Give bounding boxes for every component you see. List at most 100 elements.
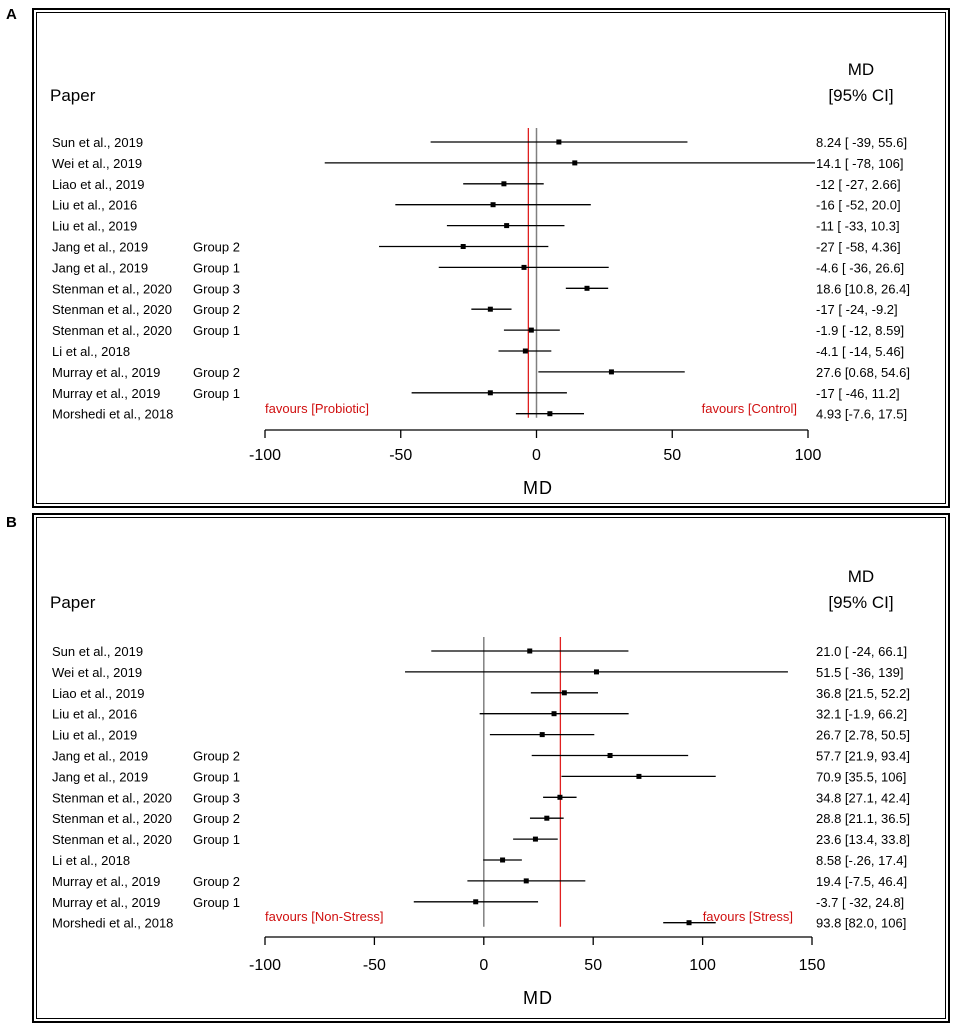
study-paper-label: Sun et al., 2019 xyxy=(52,135,143,150)
panel-b-frame xyxy=(32,513,950,1023)
effect-size-ci-label: 34.8 [27.1, 42.4] xyxy=(816,790,910,805)
point-estimate-marker xyxy=(532,836,538,842)
favours-left-label: favours [Non-Stress] xyxy=(265,909,384,924)
point-estimate-marker xyxy=(557,794,563,800)
x-tick-label: 150 xyxy=(799,957,826,974)
x-tick-label: -100 xyxy=(249,957,281,974)
study-paper-label: Stenman et al., 2020 xyxy=(52,302,172,317)
study-paper-label: Stenman et al., 2020 xyxy=(52,832,172,847)
point-estimate-marker xyxy=(487,306,493,312)
effect-size-ci-label: 93.8 [82.0, 106] xyxy=(816,916,906,931)
point-estimate-marker xyxy=(539,732,545,738)
point-estimate-marker xyxy=(593,669,599,675)
point-estimate-marker xyxy=(561,690,567,696)
study-paper-label: Stenman et al., 2020 xyxy=(52,811,172,826)
point-estimate-marker xyxy=(584,285,590,291)
effect-size-ci-label: -1.9 [ -12, 8.59] xyxy=(816,323,904,338)
effect-size-ci-label: -4.1 [ -14, 5.46] xyxy=(816,344,904,359)
panel-a-frame xyxy=(32,8,950,508)
point-estimate-marker xyxy=(490,202,496,208)
effect-size-ci-label: 51.5 [ -36, 139] xyxy=(816,665,903,680)
point-estimate-marker xyxy=(487,390,493,396)
study-paper-label: Jang et al., 2019 xyxy=(52,260,148,275)
study-paper-label: Murray et al., 2019 xyxy=(52,365,160,380)
effect-size-ci-label: 14.1 [ -78, 106] xyxy=(816,156,903,171)
effect-size-ci-label: -17 [ -24, -9.2] xyxy=(816,302,898,317)
study-group-label: Group 2 xyxy=(193,240,240,255)
point-estimate-marker xyxy=(572,160,578,166)
effect-size-ci-label: -12 [ -27, 2.66] xyxy=(816,177,901,192)
study-paper-label: Murray et al., 2019 xyxy=(52,386,160,401)
x-tick-label: 100 xyxy=(689,957,716,974)
study-paper-label: Li et al., 2018 xyxy=(52,344,130,359)
study-group-label: Group 2 xyxy=(193,302,240,317)
effect-size-ci-label: -17 [ -46, 11.2] xyxy=(816,386,900,401)
point-estimate-marker xyxy=(528,327,534,333)
study-group-label: Group 2 xyxy=(193,874,240,889)
study-group-label: Group 1 xyxy=(193,832,240,847)
study-paper-label: Stenman et al., 2020 xyxy=(52,790,172,805)
favours-right-label: favours [Stress] xyxy=(703,909,793,924)
effect-size-ci-label: 36.8 [21.5, 52.2] xyxy=(816,686,910,701)
study-paper-label: Liao et al., 2019 xyxy=(52,177,145,192)
point-estimate-marker xyxy=(551,711,557,717)
study-group-label: Group 2 xyxy=(193,749,240,764)
panel-a-label: A xyxy=(6,6,17,23)
x-tick-label: 50 xyxy=(584,957,602,974)
effect-size-ci-label: 18.6 [10.8, 26.4] xyxy=(816,281,910,296)
ci-column-header: [95% CI] xyxy=(828,593,893,612)
point-estimate-marker xyxy=(501,181,507,187)
effect-size-ci-label: -4.6 [ -36, 26.6] xyxy=(816,260,904,275)
effect-size-ci-label: 70.9 [35.5, 106] xyxy=(816,769,906,784)
effect-size-ci-label: 21.0 [ -24, 66.1] xyxy=(816,644,907,659)
study-paper-label: Wei et al., 2019 xyxy=(52,665,142,680)
study-paper-label: Jang et al., 2019 xyxy=(52,240,148,255)
study-paper-label: Wei et al., 2019 xyxy=(52,156,142,171)
point-estimate-marker xyxy=(523,878,529,884)
paper-column-header: Paper xyxy=(50,593,96,612)
study-paper-label: Liu et al., 2016 xyxy=(52,707,137,722)
ci-column-header: [95% CI] xyxy=(828,86,893,105)
x-tick-label: -50 xyxy=(389,447,412,464)
effect-size-ci-label: 23.6 [13.4, 33.8] xyxy=(816,832,910,847)
effect-size-ci-label: 27.6 [0.68, 54.6] xyxy=(816,365,910,380)
study-paper-label: Liao et al., 2019 xyxy=(52,686,145,701)
study-paper-label: Jang et al., 2019 xyxy=(52,749,148,764)
effect-size-ci-label: 32.1 [-1.9, 66.2] xyxy=(816,707,907,722)
point-estimate-marker xyxy=(607,753,613,758)
point-estimate-marker xyxy=(547,411,553,417)
effect-size-ci-label: -11 [ -33, 10.3] xyxy=(816,219,900,234)
point-estimate-marker xyxy=(544,815,550,821)
point-estimate-marker xyxy=(636,773,642,779)
study-group-label: Group 1 xyxy=(193,323,240,338)
study-paper-label: Liu et al., 2019 xyxy=(52,219,137,234)
point-estimate-marker xyxy=(473,899,479,905)
md-column-header: MD xyxy=(848,60,874,79)
effect-size-ci-label: 19.4 [-7.5, 46.4] xyxy=(816,874,907,889)
panel-b-label: B xyxy=(6,514,17,531)
point-estimate-marker xyxy=(608,369,614,375)
study-paper-label: Stenman et al., 2020 xyxy=(52,323,172,338)
effect-size-ci-label: 4.93 [-7.6, 17.5] xyxy=(816,407,907,422)
point-estimate-marker xyxy=(527,648,533,654)
study-group-label: Group 3 xyxy=(193,281,240,296)
effect-size-ci-label: 26.7 [2.78, 50.5] xyxy=(816,728,910,743)
study-paper-label: Morshedi et al., 2018 xyxy=(52,407,173,422)
x-tick-label: 50 xyxy=(663,447,681,464)
effect-size-ci-label: -16 [ -52, 20.0] xyxy=(816,198,901,213)
paper-column-header: Paper xyxy=(50,86,96,105)
study-paper-label: Liu et al., 2019 xyxy=(52,728,137,743)
point-estimate-marker xyxy=(522,348,528,354)
study-group-label: Group 1 xyxy=(193,386,240,401)
effect-size-ci-label: 28.8 [21.1, 36.5] xyxy=(816,811,910,826)
study-group-label: Group 2 xyxy=(193,365,240,380)
point-estimate-marker xyxy=(500,857,506,863)
x-tick-label: -50 xyxy=(363,957,386,974)
x-tick-label: 100 xyxy=(795,447,822,464)
effect-size-ci-label: 57.7 [21.9, 93.4] xyxy=(816,749,910,764)
study-paper-label: Stenman et al., 2020 xyxy=(52,281,172,296)
study-paper-label: Sun et al., 2019 xyxy=(52,644,143,659)
effect-size-ci-label: 8.24 [ -39, 55.6] xyxy=(816,135,907,150)
study-group-label: Group 1 xyxy=(193,769,240,784)
